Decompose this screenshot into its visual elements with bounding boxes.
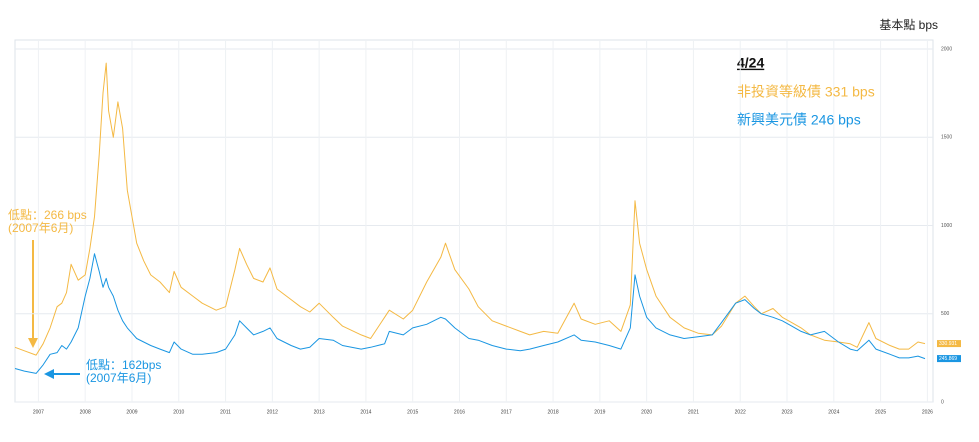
end-label: 330.931 [939,341,957,347]
x-tick-label: 2011 [220,409,231,415]
y-axis-label: 基本點 bps [879,18,938,32]
x-tick-label: 2022 [735,409,746,415]
x-tick-label: 2013 [314,409,325,415]
y-tick-label: 1000 [941,223,952,229]
legend-title: 4/24 [737,55,764,71]
end-label-box [937,340,961,348]
x-tick-label: 2023 [781,409,792,415]
y-tick-label: 1500 [941,135,952,141]
x-tick-label: 2008 [80,409,91,415]
x-tick-label: 2020 [641,409,652,415]
x-tick-label: 2025 [875,409,886,415]
x-tick-label: 2019 [594,409,605,415]
x-tick-label: 2026 [922,409,933,415]
end-label-box [937,355,961,363]
x-tick-label: 2016 [454,409,465,415]
x-tick-label: 2018 [548,409,559,415]
y-tick-label: 2000 [941,46,952,52]
legend-entry: 新興美元債 246 bps [737,112,861,128]
y-tick-label: 500 [941,311,950,317]
x-tick-label: 2017 [501,409,512,415]
x-tick-label: 2012 [267,409,278,415]
x-tick-label: 2015 [407,409,418,415]
annotation-arrowhead [44,369,54,379]
series-line [14,253,926,374]
annotation: 低點：162bps [86,358,161,372]
x-tick-label: 2007 [33,409,44,415]
x-tick-label: 2010 [173,409,184,415]
annotation: (2007年6月) [8,221,73,235]
series-line [14,62,926,356]
annotation: 低點：266 bps [8,208,87,222]
end-label: 245.869 [939,356,957,362]
annotation: (2007年6月) [86,371,151,385]
y-tick-label: 0 [941,399,944,405]
annotation-arrowhead [28,338,38,348]
legend-entry: 非投資等級債 331 bps [737,84,875,100]
x-tick-label: 2009 [126,409,137,415]
x-tick-label: 2021 [688,409,699,415]
x-tick-label: 2024 [828,409,839,415]
x-tick-label: 2014 [360,409,371,415]
